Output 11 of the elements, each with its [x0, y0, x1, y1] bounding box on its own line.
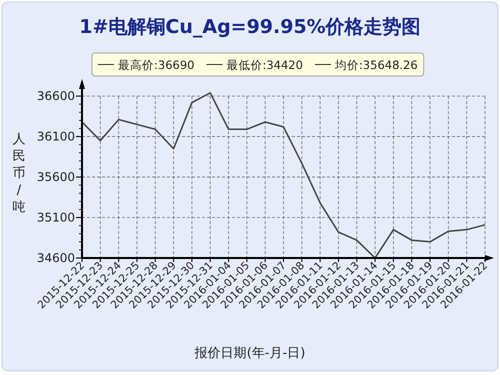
- y-tick-label: 35100: [36, 210, 75, 225]
- y-tick-label: 34600: [36, 251, 75, 265]
- chart-title: 1#电解铜Cu_Ag=99.95%价格走势图: [79, 16, 421, 38]
- y-tick-label: 35600: [36, 170, 75, 184]
- y-axis-title: 人民币/吨: [12, 132, 26, 215]
- y-tick-label: 36100: [36, 130, 75, 144]
- text: 最低价:34420: [226, 58, 303, 72]
- text: 最高价:36690: [118, 58, 194, 72]
- y-tick-label: 36600: [36, 89, 75, 104]
- text: 均价:35648.26: [334, 58, 418, 72]
- x-axis-title: 报价日期(年-月-日): [194, 346, 306, 361]
